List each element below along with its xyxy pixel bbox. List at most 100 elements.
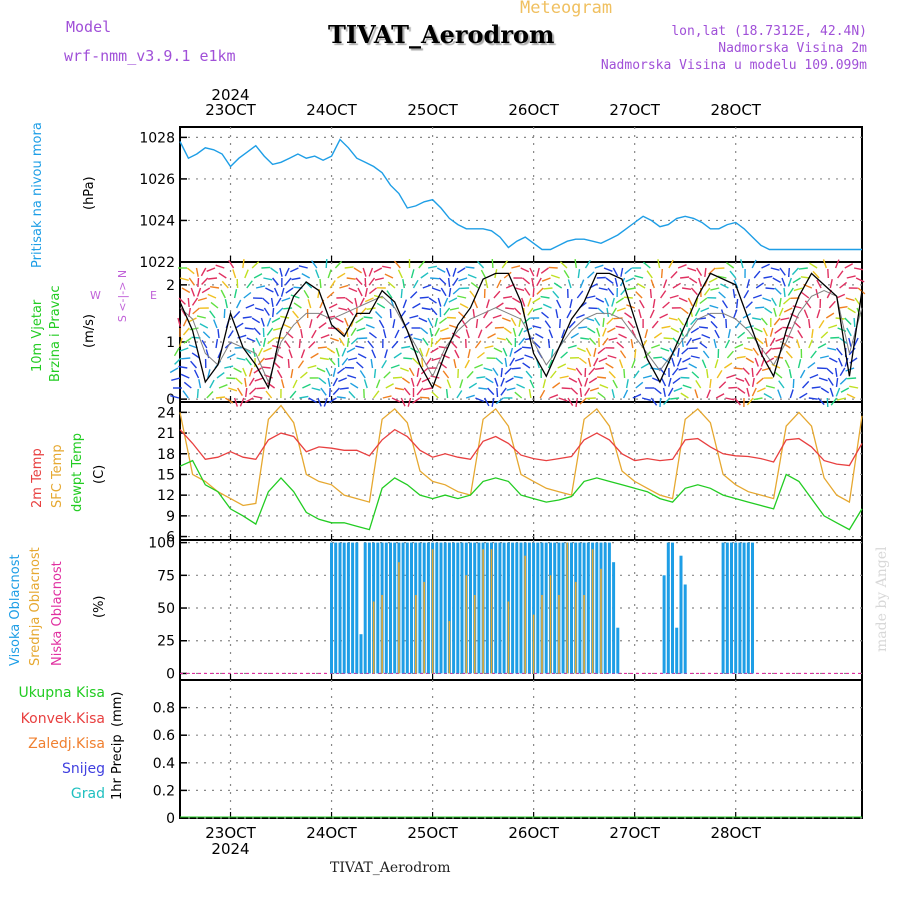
- wind-arrow-580: [559, 318, 561, 329]
- model-name: wrf-nmm_v3.9.1 e1km: [64, 47, 236, 65]
- wind-arrow-424: [449, 307, 460, 311]
- wind-arrow-596: [567, 344, 577, 349]
- wind-arrow-939: [792, 277, 801, 284]
- wind-arrow-925: [787, 277, 792, 287]
- wind-arrow-343: [404, 333, 413, 339]
- wind-arrow-553: [535, 332, 544, 339]
- wind-arrow-266: [353, 267, 362, 274]
- wind-arrow-928: [783, 307, 793, 313]
- wind-arrow-643: [586, 397, 596, 400]
- wind-arrow-933: [785, 350, 793, 359]
- wind-arrow-732: [662, 301, 670, 309]
- wind-arrow-757: [680, 276, 690, 279]
- wind-arrow-500: [500, 367, 503, 378]
- model-elevation-label: Nadmorska Visina u modelu 109.099m: [600, 58, 867, 73]
- wind-arrow-273: [350, 337, 359, 345]
- wind-arrow-100: [246, 280, 253, 289]
- wind-arrow-916: [774, 327, 783, 334]
- wind-arrow-344: [401, 345, 411, 349]
- wind-arrow-215: [316, 310, 324, 319]
- wind-arrow-845: [733, 309, 738, 319]
- wind-arrow-880: [751, 387, 757, 397]
- wind-arrow-62: [213, 319, 218, 329]
- wind-arrow-190: [298, 338, 301, 349]
- wind-arrow-853: [734, 397, 741, 406]
- wind-arrow-978: [820, 387, 830, 394]
- wind-arrow-460: [478, 387, 488, 390]
- wind-arrow-410: [443, 307, 451, 316]
- wind-arrow-131: [260, 317, 265, 327]
- wind-arrow-180: [292, 379, 298, 389]
- wind-arrow-902: [769, 327, 774, 337]
- wind-arrow-324: [387, 281, 396, 289]
- wind-arrow-586: [561, 387, 571, 390]
- wind-arrow-160: [273, 327, 283, 331]
- wind-arrow-165: [276, 369, 283, 379]
- wind-arrow-453: [472, 309, 476, 319]
- wind-arrow-614: [579, 387, 583, 397]
- elevation-label: Nadmorska Visina 2m: [718, 41, 867, 56]
- wind-arrow-81: [226, 377, 236, 380]
- wind-arrow-199: [303, 289, 310, 299]
- wind-arrow-748: [670, 327, 680, 333]
- wind-arrow-827: [717, 275, 727, 279]
- wind-arrow-129: [261, 297, 270, 305]
- high-cloud-bar-41: [502, 542, 506, 674]
- wind-arrow-611: [578, 357, 587, 365]
- wind-arrow-98: [242, 259, 245, 269]
- wind-arrow-504: [511, 265, 521, 269]
- wind-arrow-288: [355, 345, 365, 349]
- wind-arrow-625: [587, 357, 592, 367]
- wind-arrow-307: [372, 390, 380, 399]
- wind-arrow-147: [267, 337, 276, 345]
- wind-arrow-389: [421, 377, 431, 383]
- wind-arrow-986: [828, 324, 838, 329]
- wind-arrow-1004: [834, 367, 838, 378]
- wind-arrow-702: [636, 282, 646, 289]
- wind-arrow-628: [584, 387, 591, 396]
- wind-arrow-468: [485, 321, 493, 329]
- wind-arrow-63: [217, 329, 220, 339]
- wind-arrow-488: [496, 387, 499, 398]
- wind-arrow-573: [549, 394, 559, 399]
- wind-arrow-438: [459, 303, 469, 309]
- wind-arrow-577: [552, 290, 560, 299]
- wind-arrow-594: [568, 320, 576, 329]
- wind-arrow-408: [448, 287, 452, 298]
- wind-arrow-857: [743, 289, 750, 299]
- wind-arrow-761: [677, 317, 685, 326]
- wind-arrow-61: [209, 310, 216, 319]
- wind-arrow-972: [818, 320, 825, 329]
- wind-arrow-30: [196, 287, 202, 297]
- wind-arrow-541: [524, 354, 534, 359]
- wind-arrow-41: [196, 388, 199, 399]
- wind-arrow-900: [773, 307, 777, 317]
- wind-arrow-883: [763, 275, 773, 279]
- wind-arrow-590: [567, 279, 572, 289]
- wind-arrow-328: [392, 319, 396, 329]
- wind-arrow-308: [373, 267, 383, 273]
- wind-arrow-962: [807, 362, 816, 369]
- wind-arrow-319: [383, 371, 391, 379]
- wind-arrow-60: [210, 301, 219, 309]
- wind-arrow-238: [334, 260, 343, 269]
- wind-arrow-206: [307, 364, 317, 369]
- wind-arrow-1018: [839, 367, 846, 377]
- wind-arrow-489: [491, 397, 495, 407]
- wind-arrow-29: [197, 277, 200, 288]
- wind-arrow-264: [339, 387, 349, 390]
- date-label-top-2: 25OCT: [407, 101, 458, 119]
- wind-arrow-404: [433, 383, 442, 389]
- ytick-label-3-1: 25: [157, 634, 175, 650]
- wind-arrow-896: [770, 267, 780, 271]
- wind-arrow-608: [578, 326, 588, 329]
- wind-arrow-770: [687, 267, 697, 272]
- wind-arrow-320: [385, 383, 394, 389]
- wind-arrow-1015: [848, 337, 852, 347]
- wind-arrow-393: [438, 277, 447, 285]
- wind-arrow-90: [235, 322, 244, 329]
- mid-cloud-bar-0: [372, 601, 375, 674]
- high-cloud-bar-6: [355, 542, 359, 674]
- wind-arrow-864: [742, 367, 750, 375]
- wind-arrow-769: [670, 397, 680, 400]
